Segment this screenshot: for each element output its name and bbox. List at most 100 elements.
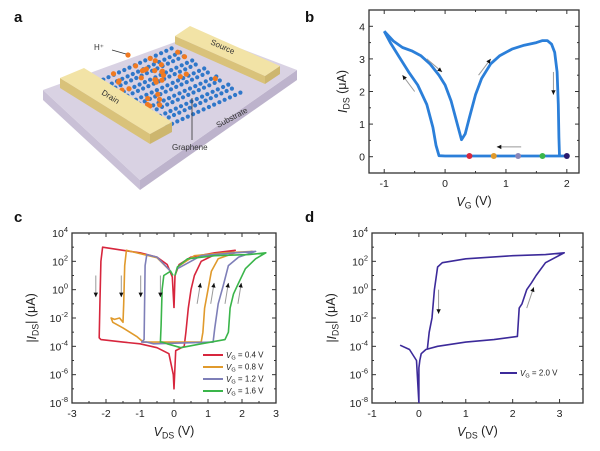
y-tick-label: 3 xyxy=(359,54,365,66)
x-axis-label: VG (V) xyxy=(456,194,491,211)
carbon-atom xyxy=(165,83,170,88)
y-tick-label: 102 xyxy=(52,253,68,268)
carbon-atom xyxy=(142,99,147,104)
x-tick-label: 1 xyxy=(503,178,509,190)
carbon-atom xyxy=(208,76,214,81)
carbon-atom xyxy=(135,88,140,93)
carbon-atom xyxy=(187,105,192,110)
carbon-atom xyxy=(224,88,229,94)
y-axis-label: |IDS| (μA) xyxy=(324,293,341,342)
carbon-atom xyxy=(160,85,165,90)
carbon-atom xyxy=(169,68,174,73)
y-tick-label: 102 xyxy=(352,253,368,268)
marker-point xyxy=(466,153,473,160)
proton xyxy=(145,95,151,102)
carbon-atom xyxy=(123,80,128,85)
proton xyxy=(116,78,122,84)
x-tick-label: 1 xyxy=(463,408,469,420)
series-line xyxy=(98,246,236,390)
x-axis-label: VDS (V) xyxy=(457,424,498,441)
carbon-atom xyxy=(153,53,158,58)
label-ion: H⁺ xyxy=(94,43,104,52)
proton xyxy=(157,102,163,108)
device-schematic: H⁺ Source Drain Substrate Graphene xyxy=(43,26,297,190)
carbon-atom xyxy=(184,60,189,65)
carbon-atom xyxy=(238,90,243,95)
legend-label: VG = 0.8 V xyxy=(226,362,264,373)
carbon-atom xyxy=(151,62,156,67)
carbon-atom xyxy=(146,84,151,89)
series-line xyxy=(159,252,267,349)
carbon-atom xyxy=(130,91,135,96)
carbon-atom xyxy=(196,68,202,73)
arrow-head xyxy=(551,90,556,95)
drain-electrode xyxy=(60,68,172,144)
marker-point xyxy=(563,153,570,160)
carbon-atom xyxy=(202,66,207,71)
carbon-atom xyxy=(171,112,177,118)
carbon-atom xyxy=(180,116,185,122)
carbon-atom xyxy=(200,72,205,77)
arrow-head xyxy=(238,282,243,288)
carbon-atom xyxy=(141,86,146,91)
carbon-atom xyxy=(201,85,207,90)
x-tick-label: 3 xyxy=(273,408,279,420)
proton xyxy=(158,62,164,68)
arrow-head xyxy=(225,282,230,288)
marker-point xyxy=(515,153,522,160)
carbon-atom xyxy=(190,58,195,63)
carbon-atom xyxy=(222,97,227,102)
carbon-atom xyxy=(210,89,215,94)
carbon-atom xyxy=(201,107,206,112)
carbon-atom xyxy=(142,80,147,85)
carbon-atom xyxy=(175,119,180,124)
carbon-atom xyxy=(139,95,144,100)
proton xyxy=(212,76,218,82)
substrate-front-face xyxy=(43,90,140,190)
x-tick-label: 3 xyxy=(557,408,563,420)
carbon-atom xyxy=(179,82,184,87)
proton xyxy=(177,74,183,80)
substrate-side-face xyxy=(140,70,297,190)
carbon-atom xyxy=(174,65,179,70)
arrow-head xyxy=(486,58,491,64)
carbon-atom xyxy=(163,111,168,116)
carbon-atom xyxy=(169,46,174,51)
carbon-atom xyxy=(136,69,141,74)
series-line xyxy=(382,30,569,158)
arrow-head xyxy=(197,282,202,288)
carbon-atom xyxy=(227,95,232,100)
panel-letter-a: a xyxy=(14,9,23,26)
x-tick-label: -3 xyxy=(67,408,76,420)
carbon-atom xyxy=(229,86,234,91)
x-tick-label: -2 xyxy=(101,408,110,420)
carbon-atom xyxy=(154,107,159,112)
arrow-head xyxy=(530,287,535,293)
proton xyxy=(133,63,139,69)
carbon-atom xyxy=(186,92,191,97)
carbon-atom xyxy=(212,102,217,107)
carbon-atom xyxy=(170,100,175,105)
chart-c: -3 -2 -1 0 1 2 3 10-8 10-6 10-4 10-2 100 102 104 VDS (… xyxy=(24,225,279,441)
carbon-atom xyxy=(189,77,195,82)
carbon-atom xyxy=(168,108,173,114)
carbon-atom xyxy=(116,70,122,75)
y-tick-label: 10-2 xyxy=(50,310,68,325)
carbon-atom xyxy=(184,101,189,106)
proton xyxy=(138,75,144,81)
panel-letter-d: d xyxy=(305,209,314,226)
proton xyxy=(160,72,167,78)
label-graphene: Graphene xyxy=(172,143,208,152)
proton xyxy=(147,103,153,109)
proton xyxy=(147,55,153,62)
carbon-atom xyxy=(175,97,180,102)
y-tick-label: 10-8 xyxy=(50,395,68,410)
carbon-atom xyxy=(203,79,208,84)
carbon-atom xyxy=(178,104,184,109)
carbon-atom xyxy=(127,65,132,70)
carbon-atom xyxy=(179,63,184,68)
carbon-atom xyxy=(159,51,164,56)
legend-label: VG = 1.2 V xyxy=(226,374,264,385)
carbon-atom xyxy=(214,93,219,98)
x-tick-label: 2 xyxy=(239,408,245,420)
